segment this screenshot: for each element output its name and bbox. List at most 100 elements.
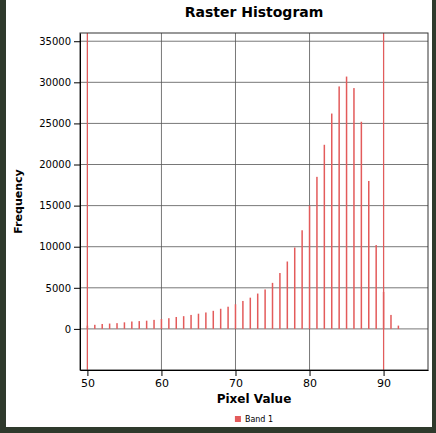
x-tick: 60 bbox=[155, 370, 169, 390]
grid-line-x bbox=[87, 33, 88, 370]
title: Raster Histogram bbox=[185, 4, 324, 20]
bar bbox=[124, 322, 126, 329]
y-axis-title: Frequency bbox=[12, 169, 25, 233]
y-tick: 5000 bbox=[46, 283, 80, 294]
bar bbox=[220, 309, 222, 329]
bar bbox=[301, 230, 303, 329]
grid-line-x bbox=[383, 33, 384, 370]
y-tick-label: 0 bbox=[65, 324, 71, 335]
x-tick-label: 80 bbox=[303, 377, 317, 390]
y-tick-label: 20000 bbox=[39, 159, 71, 170]
y-tick-label: 10000 bbox=[39, 241, 71, 252]
bar bbox=[390, 315, 392, 329]
y-tick-mark bbox=[74, 247, 80, 248]
marker-line bbox=[87, 33, 88, 370]
bar bbox=[264, 289, 266, 328]
y-tick-label: 15000 bbox=[39, 200, 71, 211]
bar bbox=[353, 88, 355, 329]
bar bbox=[101, 324, 103, 329]
y-tick-label: 35000 bbox=[39, 36, 71, 47]
y-tick-mark bbox=[74, 41, 80, 42]
y-tick-mark bbox=[74, 165, 80, 166]
x-tick-label: 60 bbox=[155, 377, 169, 390]
grid-line-y bbox=[80, 41, 428, 42]
y-axis-line bbox=[80, 34, 81, 371]
x-axis: 50 60 70 80 90 bbox=[81, 370, 429, 390]
x-tick: 90 bbox=[377, 370, 391, 390]
grid-line-y bbox=[80, 205, 428, 206]
y-tick-label: 30000 bbox=[39, 77, 71, 88]
grid-line-y bbox=[80, 123, 428, 124]
y-tick-mark bbox=[74, 206, 80, 207]
bar bbox=[116, 323, 118, 329]
bar bbox=[346, 77, 348, 329]
grid-line-y bbox=[80, 82, 428, 83]
bar bbox=[279, 273, 281, 329]
grid-line-x bbox=[161, 33, 162, 370]
bar bbox=[316, 177, 318, 329]
x-tick-mark bbox=[235, 370, 236, 376]
bar bbox=[375, 245, 377, 329]
y-tick-label: 5000 bbox=[46, 283, 71, 294]
y-tick: 20000 bbox=[39, 159, 80, 170]
panel bbox=[6, 0, 432, 427]
series bbox=[87, 77, 399, 329]
bar bbox=[250, 298, 252, 329]
x-tick: 80 bbox=[303, 370, 317, 390]
y-axis: 0 5000 10000 15000 20000 25000 30000 35000 bbox=[39, 34, 80, 371]
bar bbox=[213, 311, 215, 329]
y-tick-mark bbox=[74, 123, 80, 124]
bar bbox=[176, 317, 178, 329]
bar bbox=[324, 145, 326, 329]
x-tick-label: 50 bbox=[81, 377, 95, 390]
y-tick: 15000 bbox=[39, 200, 80, 211]
x-tick-mark bbox=[384, 370, 385, 376]
bar bbox=[161, 319, 163, 329]
bar bbox=[235, 304, 237, 329]
bar bbox=[183, 316, 185, 329]
x-tick-label: 70 bbox=[229, 377, 243, 390]
bar bbox=[368, 181, 370, 329]
bar bbox=[242, 301, 244, 329]
bar bbox=[131, 322, 133, 329]
bar bbox=[257, 294, 259, 329]
y-tick-label: 25000 bbox=[39, 118, 71, 129]
bar bbox=[153, 320, 155, 329]
legend-label: Band 1 bbox=[245, 415, 273, 424]
bar bbox=[294, 248, 296, 329]
legend-swatch bbox=[235, 416, 241, 422]
x-tick: 50 bbox=[81, 370, 95, 390]
bar bbox=[205, 312, 207, 328]
y-tick: 35000 bbox=[39, 36, 80, 47]
bar bbox=[138, 321, 140, 329]
grid bbox=[80, 33, 428, 370]
bar bbox=[398, 326, 400, 329]
bar bbox=[109, 324, 111, 329]
bar bbox=[309, 206, 311, 329]
grid-line-x bbox=[309, 33, 310, 370]
y-tick: 0 bbox=[65, 324, 80, 335]
x-axis-line bbox=[81, 370, 429, 371]
bar bbox=[287, 262, 289, 329]
bar bbox=[198, 314, 200, 329]
bar bbox=[227, 307, 229, 329]
y-tick: 30000 bbox=[39, 77, 80, 88]
bar bbox=[190, 315, 192, 329]
y-tick-mark bbox=[74, 288, 80, 289]
x-tick-mark bbox=[87, 370, 88, 376]
y-tick-mark bbox=[74, 329, 80, 330]
legend: Band 1 bbox=[235, 415, 273, 424]
bar bbox=[331, 114, 333, 329]
bar bbox=[168, 318, 170, 329]
bar bbox=[361, 122, 363, 329]
bar bbox=[94, 325, 96, 329]
marker-line bbox=[383, 33, 384, 370]
y-tick: 25000 bbox=[39, 118, 80, 129]
grid-line-x bbox=[235, 33, 236, 370]
chart: 50 60 70 80 90 0 5000 10000 15000 20000 25000 30000… bbox=[0, 0, 436, 433]
x-tick: 70 bbox=[229, 370, 243, 390]
bar bbox=[146, 321, 148, 329]
plot-marks bbox=[87, 33, 399, 370]
grid-line-y bbox=[80, 164, 428, 165]
y-tick-mark bbox=[74, 82, 80, 83]
